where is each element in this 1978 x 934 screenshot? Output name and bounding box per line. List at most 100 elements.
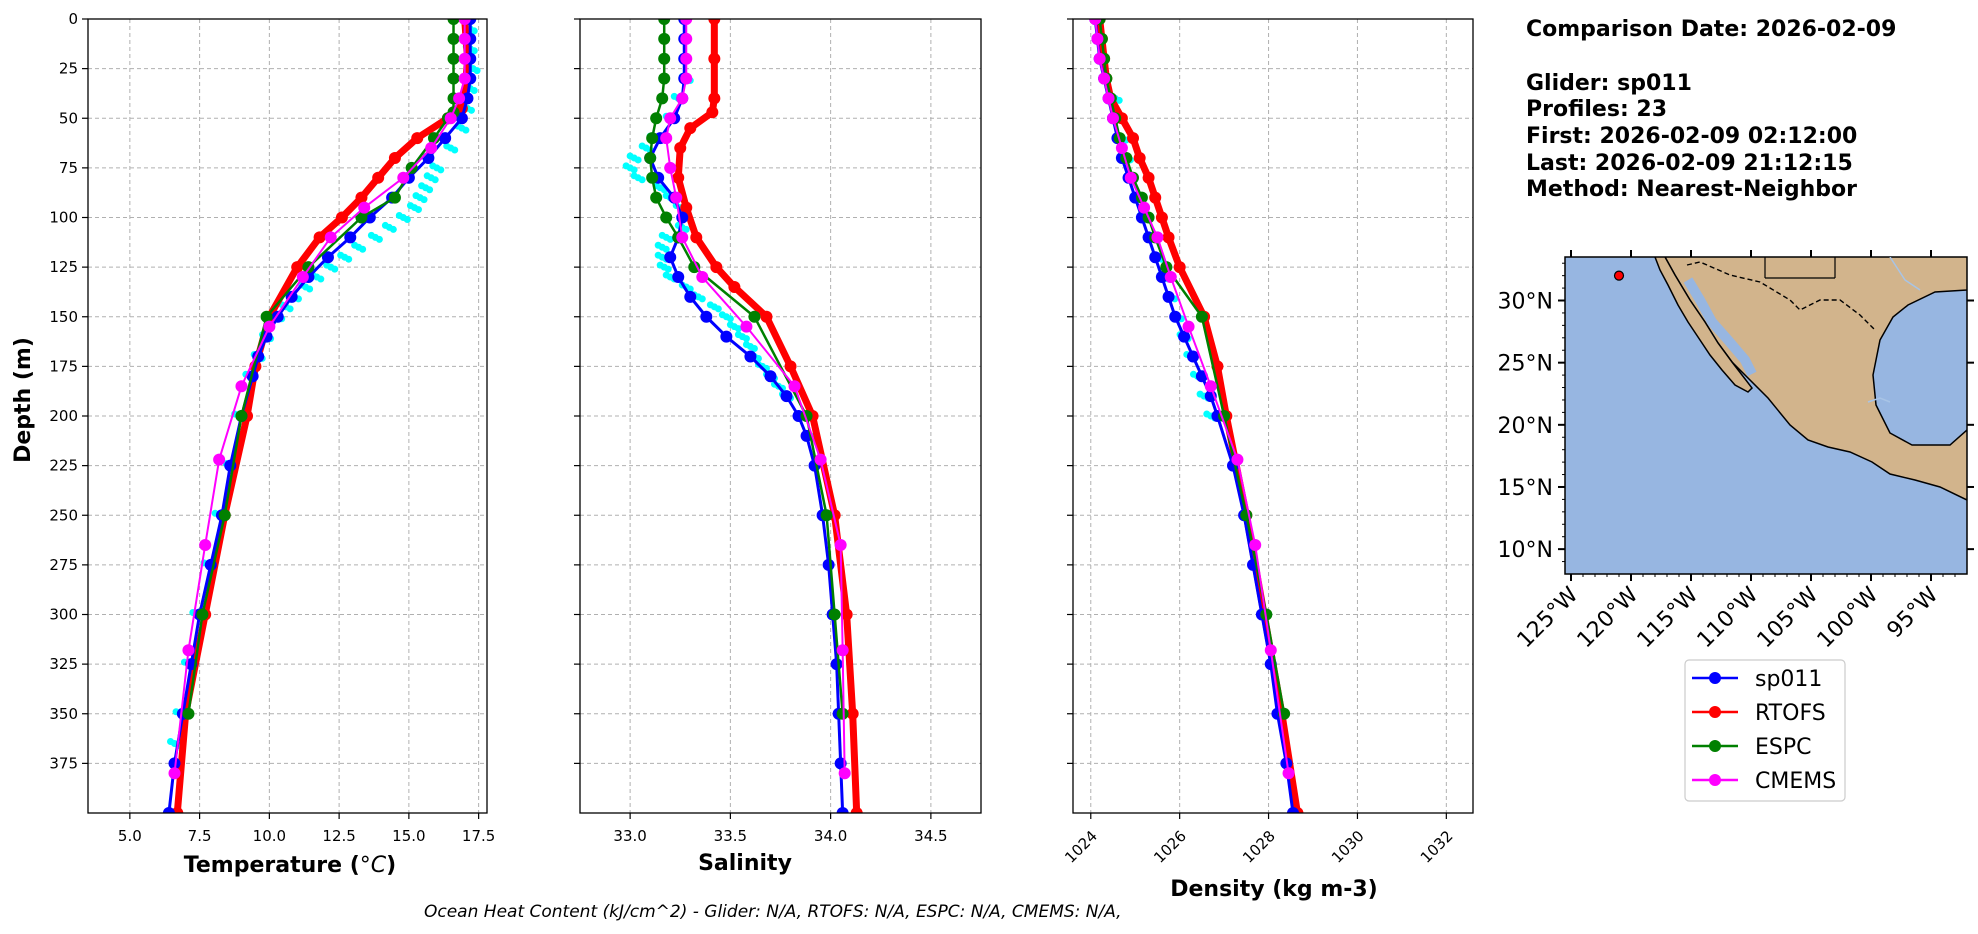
rtofs-line	[674, 19, 861, 813]
cmems-marker	[1204, 380, 1217, 393]
lat-tick-label: 10°N	[1498, 538, 1553, 563]
lon-tick-label: 115°W	[1633, 582, 1704, 653]
rtofs-marker	[1142, 171, 1155, 184]
cmems-marker	[324, 231, 337, 244]
legend-marker-rtofs	[1709, 706, 1721, 718]
sp011-marker	[344, 231, 357, 244]
cmems-marker	[1089, 19, 1102, 25]
rtofs-marker	[1162, 231, 1175, 244]
lon-tick-label: 110°W	[1693, 582, 1764, 653]
sp011-marker	[168, 757, 181, 770]
cmems-marker	[458, 72, 471, 85]
rtofs-marker	[680, 201, 693, 214]
first-time: First: 2026-02-09 02:12:00	[1526, 124, 1857, 149]
cmems-marker	[670, 191, 683, 204]
last-time: Last: 2026-02-09 21:12:15	[1526, 151, 1853, 176]
espc-marker	[650, 191, 663, 204]
cmems-marker	[1115, 142, 1128, 155]
espc-marker	[748, 310, 761, 323]
x-tick-label: 33.5	[714, 827, 747, 845]
cmems-marker	[1182, 320, 1195, 333]
profile-count: Profiles: 23	[1526, 97, 1667, 122]
sp011-marker	[1187, 350, 1199, 363]
sp011-marker	[439, 132, 452, 145]
sp011-line	[167, 19, 472, 813]
y-tick-label: 0	[68, 10, 78, 28]
sp011-marker	[684, 290, 697, 303]
glider-profile-point	[470, 86, 478, 94]
cmems-marker	[1231, 453, 1244, 466]
rtofs-marker	[1155, 211, 1168, 224]
sp011-marker	[744, 350, 757, 363]
cmems-marker	[788, 380, 801, 393]
glider-profile-point	[345, 255, 353, 263]
espc-marker	[447, 52, 460, 65]
glider-profile-point	[286, 305, 294, 313]
glider-profile-point	[451, 146, 459, 154]
glider-profile-point	[431, 176, 439, 184]
legend-label-espc: ESPC	[1755, 735, 1812, 760]
y-tick-label: 325	[49, 655, 78, 673]
cmems-marker	[680, 72, 693, 85]
rtofs-marker	[728, 280, 741, 293]
cmems-marker	[1102, 92, 1115, 105]
y-tick-label: 275	[49, 556, 78, 574]
axes-frame	[579, 18, 982, 814]
cmems-marker	[1138, 201, 1151, 214]
espc-marker	[1195, 310, 1208, 323]
cmems-marker	[676, 92, 689, 105]
espc-marker	[388, 191, 401, 204]
glider-profile-point	[306, 285, 314, 293]
cmems-marker	[1164, 271, 1177, 284]
espc-marker	[196, 608, 209, 621]
density-panel: 1024 1026 1028 1030 1032	[1061, 18, 1474, 867]
espc-marker	[658, 19, 671, 25]
glider-profile-point	[420, 196, 428, 204]
sp011-marker	[672, 271, 685, 284]
x-tick-label: 1030	[1328, 827, 1368, 867]
espc-marker	[447, 19, 460, 25]
y-tick-label: 200	[49, 407, 78, 425]
glider-location-marker	[1613, 270, 1625, 281]
x-tick-label: 17.5	[462, 827, 495, 845]
salinity-panel: 33.0 33.5 34.0 34.5	[574, 18, 982, 845]
x-tick-label: 12.5	[322, 827, 355, 845]
lon-tick-label: 105°W	[1753, 582, 1824, 653]
cmems-marker	[1091, 32, 1104, 45]
cmems-marker	[1264, 644, 1277, 657]
espc-marker	[427, 132, 440, 145]
rtofs-marker	[1149, 191, 1162, 204]
x-tick-label: 1032	[1417, 827, 1457, 867]
ocean-heat-content-footer: Ocean Heat Content (kJ/cm^2) - Glider: N…	[424, 902, 1122, 922]
cmems-marker	[664, 161, 677, 174]
info-block: Comparison Date: 2026-02-09 Glider: sp01…	[1526, 17, 1896, 202]
rtofs-marker	[708, 52, 721, 65]
cmems-marker	[425, 142, 438, 155]
espc-marker	[182, 707, 195, 720]
glider-profile-point	[634, 156, 642, 164]
map-border	[1686, 261, 1876, 331]
map-lake	[1867, 397, 1891, 403]
lon-tick-label: 120°W	[1573, 582, 1644, 653]
legend-marker-espc	[1709, 740, 1721, 752]
glider-profile-point	[734, 325, 742, 333]
cmems-marker	[1282, 767, 1295, 780]
sp011-marker	[1162, 290, 1175, 303]
glider-profile-point	[467, 106, 475, 114]
glider-profile-point	[686, 285, 694, 293]
cmems-marker	[664, 112, 677, 125]
espc-marker	[646, 171, 659, 184]
cmems-marker	[397, 171, 410, 184]
espc-marker	[828, 608, 841, 621]
y-tick-label: 250	[49, 506, 78, 524]
espc-marker	[646, 132, 659, 145]
glider-profile-point	[638, 176, 646, 184]
x-tick-label: 1026	[1150, 827, 1190, 867]
cmems-marker	[458, 32, 471, 45]
sp011-marker	[700, 310, 713, 323]
glider-profile-point	[403, 216, 411, 223]
cmems-marker	[235, 380, 248, 393]
rtofs-marker	[672, 171, 685, 184]
y-tick-label: 300	[49, 606, 78, 624]
